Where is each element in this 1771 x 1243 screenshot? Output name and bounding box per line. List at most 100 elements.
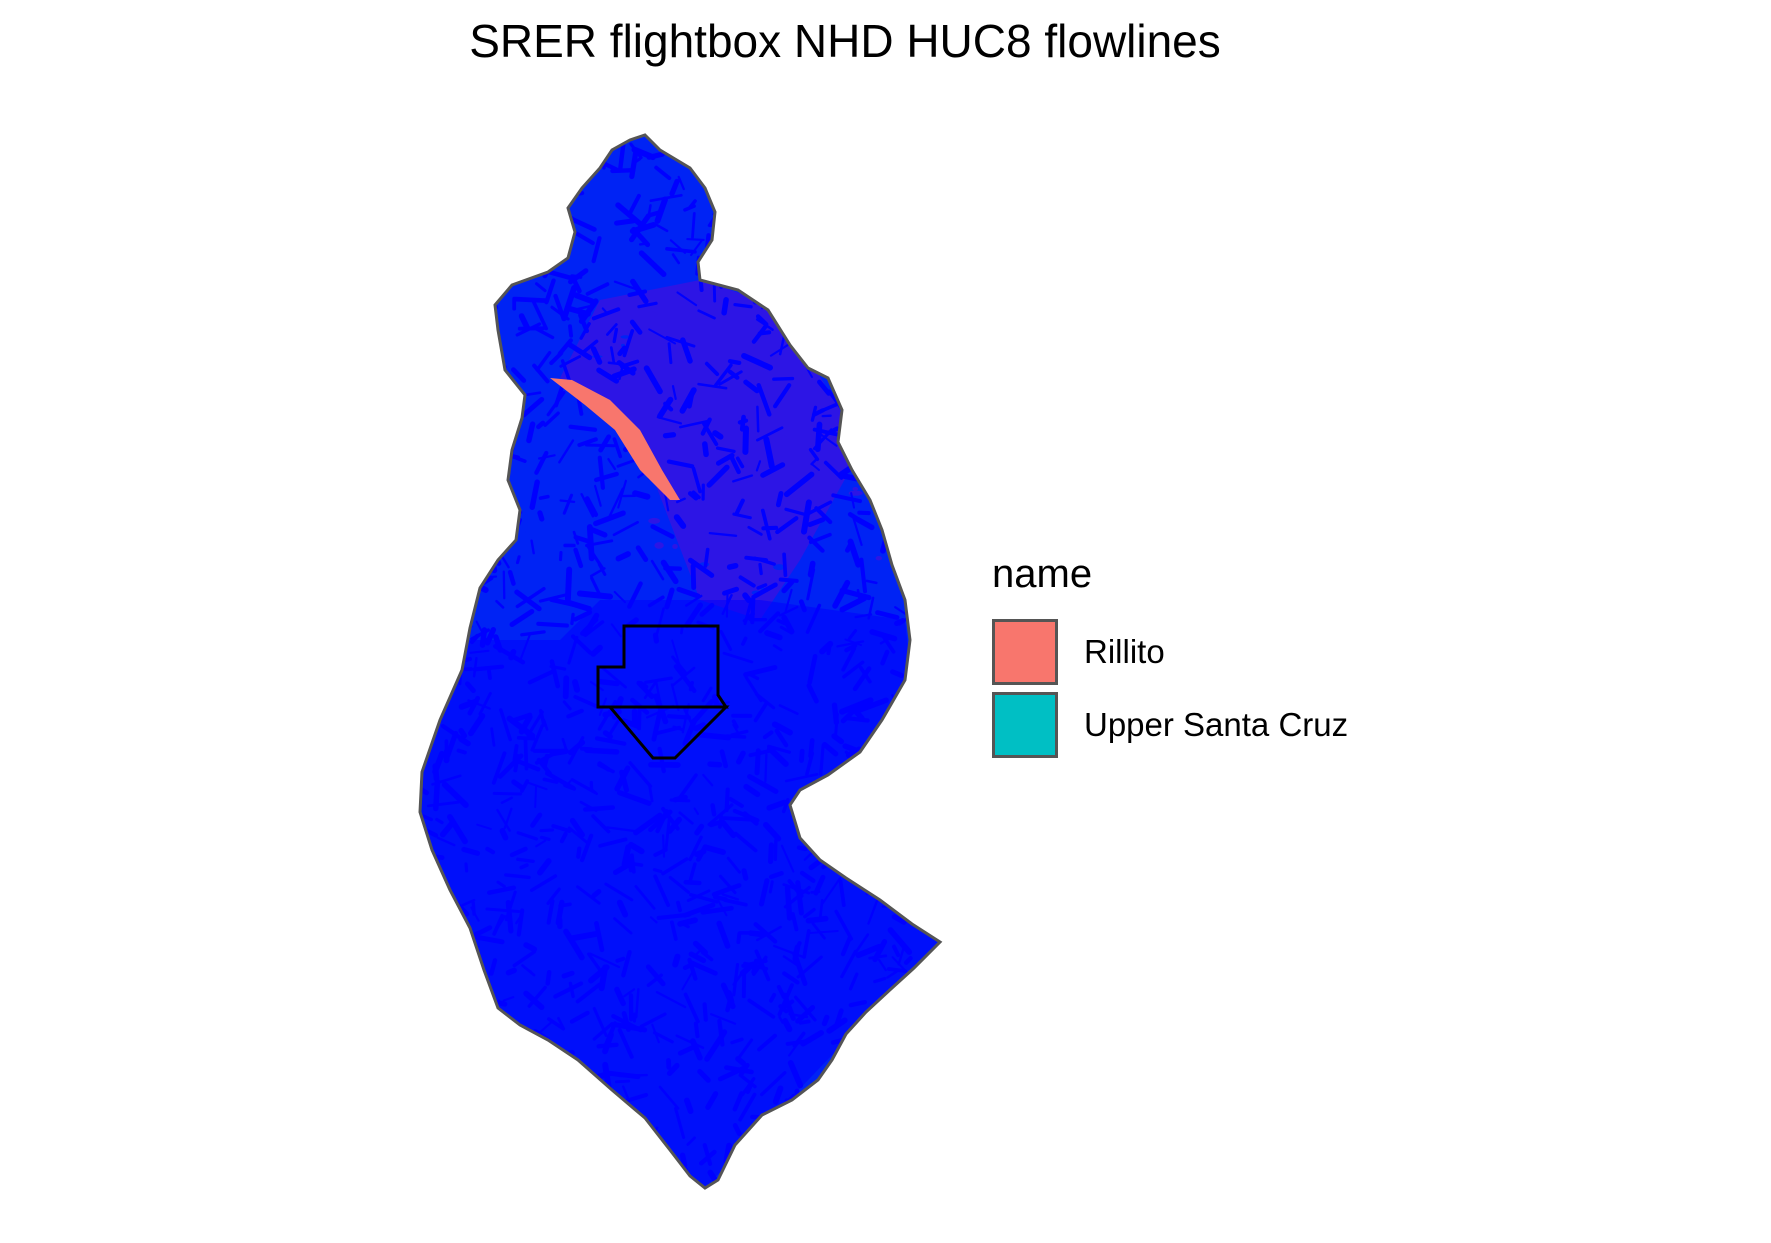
flowline <box>759 1179 765 1188</box>
flowline <box>450 262 471 274</box>
flowline <box>859 347 881 353</box>
texture-patch <box>739 153 752 160</box>
flowline <box>506 183 520 195</box>
flowline <box>919 644 934 660</box>
flowline <box>867 596 875 620</box>
flowline <box>759 188 777 206</box>
flowline <box>840 222 849 234</box>
flowline <box>420 458 422 469</box>
flowline <box>420 890 424 917</box>
flowline <box>920 1165 940 1185</box>
flowline <box>867 1131 891 1144</box>
flowline <box>543 268 576 281</box>
flowline <box>911 185 917 196</box>
flowline <box>544 137 571 152</box>
flowline <box>420 644 449 653</box>
flowline <box>905 251 930 264</box>
flowline <box>446 269 468 278</box>
flowline <box>527 1086 538 1093</box>
flowline <box>484 217 513 224</box>
flowline <box>580 493 595 518</box>
flowline <box>792 313 798 328</box>
flowline <box>556 215 574 239</box>
flowline <box>784 257 797 269</box>
flowline <box>570 274 583 279</box>
flowline <box>481 150 501 163</box>
flowline <box>444 345 458 361</box>
texture-patch <box>911 711 922 719</box>
flowline <box>817 379 832 396</box>
flowline <box>484 1009 493 1014</box>
flowline <box>548 1182 559 1188</box>
flowline <box>891 1041 912 1071</box>
flowline <box>420 454 442 465</box>
flowline <box>905 154 924 170</box>
flowline <box>782 552 788 578</box>
flowline <box>420 260 430 267</box>
flowline <box>839 595 867 613</box>
flowline <box>727 369 740 380</box>
flowline <box>813 174 824 185</box>
flowline <box>700 143 704 153</box>
texture-patch <box>481 231 486 237</box>
flowline <box>432 135 440 146</box>
flowline <box>585 282 610 296</box>
flowline <box>479 209 508 233</box>
flowline <box>420 627 447 643</box>
texture-patch <box>751 279 760 285</box>
flowline <box>837 788 872 795</box>
flowline <box>881 716 905 734</box>
flowline <box>453 1057 460 1082</box>
texture-patch <box>630 1147 644 1156</box>
flowline <box>601 307 608 314</box>
flowline <box>437 1052 446 1072</box>
texture-patch <box>872 191 880 197</box>
flowline <box>937 690 940 697</box>
flowline <box>679 387 697 414</box>
flowline <box>571 229 595 246</box>
flowline <box>427 909 460 923</box>
texture-patch <box>913 215 919 218</box>
flowline <box>576 590 613 600</box>
flowline <box>846 825 852 838</box>
flowline <box>896 784 913 796</box>
texture-patch <box>522 171 528 177</box>
flowline <box>705 161 730 176</box>
flowline <box>666 459 695 469</box>
flowline <box>929 1114 940 1122</box>
flowline <box>556 1150 571 1182</box>
flowline <box>936 996 940 1016</box>
texture-patch <box>420 907 425 911</box>
flowline <box>807 560 816 578</box>
flowline <box>443 482 452 499</box>
flowline <box>468 179 493 195</box>
flowline <box>750 1126 761 1132</box>
flowline <box>855 516 875 531</box>
flowline <box>779 149 792 156</box>
flowline <box>572 530 580 545</box>
flowline <box>718 370 743 386</box>
flowline <box>897 534 915 551</box>
flowline <box>442 350 455 375</box>
flowline <box>755 314 769 327</box>
flowline <box>858 1064 874 1078</box>
texture-patch <box>459 252 465 255</box>
flowline <box>859 756 873 767</box>
flowline <box>906 999 922 1026</box>
flowline <box>518 313 530 331</box>
flowline <box>503 248 516 268</box>
flowline <box>838 813 848 833</box>
flowline <box>789 306 807 342</box>
flowline <box>845 294 867 313</box>
flowline <box>795 242 803 251</box>
texture-patch <box>931 353 940 359</box>
flowline <box>535 351 552 372</box>
flowline <box>654 165 672 181</box>
flowline <box>756 383 772 417</box>
flowline <box>937 1181 940 1188</box>
texture-patch <box>895 148 910 155</box>
flowline <box>443 466 459 483</box>
flowline <box>923 721 932 733</box>
southern-flowline-mass <box>420 600 940 1188</box>
flowline <box>792 159 808 184</box>
